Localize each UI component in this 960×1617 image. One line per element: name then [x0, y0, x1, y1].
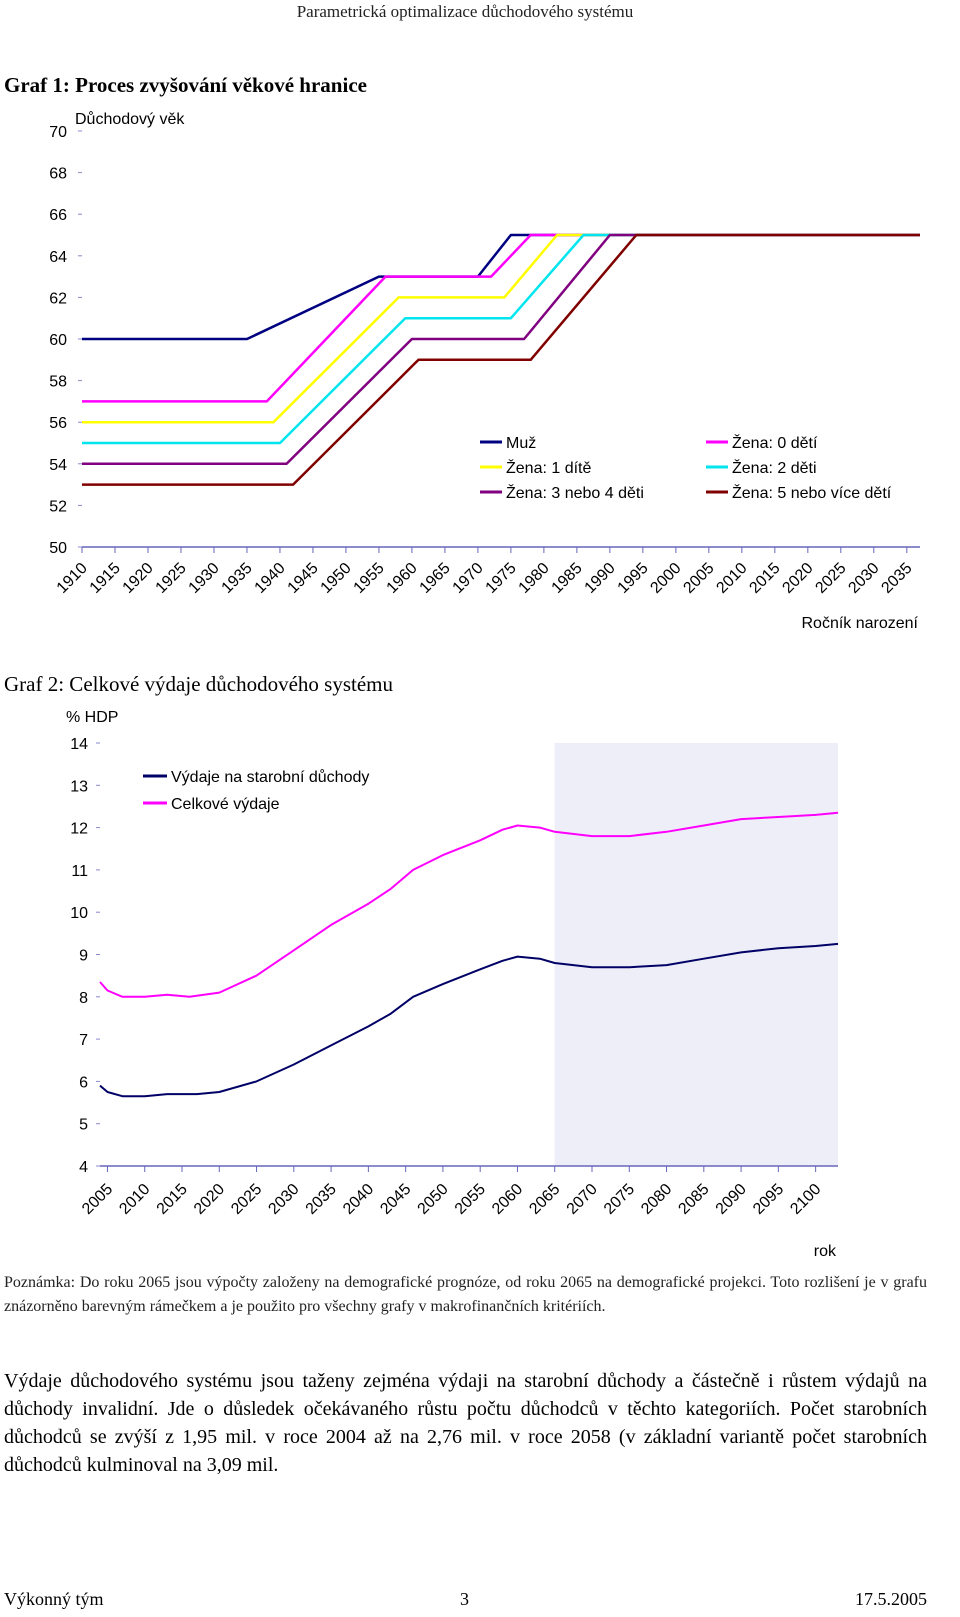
x-tick-label: 2035 [303, 1181, 340, 1218]
y-tick-label: 68 [49, 166, 67, 183]
y-tick-label: 12 [70, 821, 88, 838]
x-tick-label: 2070 [564, 1181, 601, 1218]
footer-team: Výkonný tým [4, 1589, 104, 1609]
x-tick-label: 2045 [377, 1181, 414, 1218]
y-tick-label: 13 [70, 778, 88, 795]
x-tick-label: 2055 [452, 1181, 489, 1218]
y-axis-label: % HDP [66, 709, 118, 726]
x-tick-label: 1945 [285, 560, 322, 597]
x-tick-label: 2025 [228, 1181, 265, 1218]
y-tick-label: 60 [49, 332, 67, 349]
x-tick-label: 2040 [340, 1181, 377, 1218]
legend-label: Žena: 0 dětí [732, 433, 818, 452]
x-tick-label: 2015 [746, 560, 783, 597]
body-paragraph: Výdaje důchodového systému jsou taženy z… [4, 1370, 927, 1476]
x-tick-label: 1985 [549, 560, 586, 597]
x-tick-label: 1940 [252, 560, 289, 597]
y-tick-label: 64 [49, 249, 67, 266]
footer-page-number: 3 [460, 1589, 469, 1609]
x-tick-label: 2035 [878, 560, 915, 597]
x-tick-label: 1955 [351, 560, 388, 597]
figure2-title: Graf 2: Celkové výdaje důchodového systé… [4, 672, 393, 696]
y-tick-label: 9 [79, 948, 88, 965]
x-tick-label: 2060 [489, 1181, 526, 1218]
y-tick-label: 58 [49, 374, 67, 391]
y-tick-label: 5 [79, 1117, 88, 1134]
x-tick-label: 2090 [713, 1181, 750, 1218]
x-tick-label: 1930 [186, 560, 223, 597]
y-tick-label: 11 [71, 863, 88, 880]
x-axis-label: Ročník narození [801, 615, 918, 632]
y-tick-label: 6 [79, 1074, 88, 1091]
y-tick-label: 4 [79, 1159, 88, 1176]
projection-band [554, 743, 838, 1166]
x-axis-label: rok [814, 1243, 837, 1260]
x-tick-label: 2020 [191, 1181, 228, 1218]
x-tick-label: 1965 [417, 560, 454, 597]
legend-label: Celkové výdaje [171, 796, 280, 813]
y-tick-label: 56 [49, 415, 67, 432]
x-tick-label: 1915 [87, 560, 124, 597]
legend-label: Žena: 5 nebo více dětí [732, 483, 892, 502]
x-tick-label: 1935 [219, 560, 256, 597]
legend-label: Muž [506, 435, 536, 452]
figure1-title: Graf 1: Proces zvyšování věkové hranice [4, 73, 367, 97]
y-tick-label: 8 [79, 990, 88, 1007]
y-tick-label: 7 [79, 1032, 88, 1049]
y-axis-label: Důchodový věk [75, 110, 185, 128]
x-tick-label: 2095 [750, 1181, 787, 1218]
legend-label: Žena: 1 dítě [506, 458, 591, 477]
x-tick-label: 2085 [675, 1181, 712, 1218]
x-tick-label: 1990 [582, 560, 619, 597]
x-tick-label: 1975 [483, 560, 520, 597]
retirement-age-chart: 5052545658606264666870191019151920192519… [49, 110, 920, 632]
y-tick-label: 66 [49, 207, 67, 224]
series-line-zena-3-nebo-4-deti [82, 233, 920, 466]
x-tick-label: 2075 [601, 1181, 638, 1218]
x-tick-label: 2005 [680, 560, 717, 597]
x-tick-label: 2000 [647, 560, 684, 597]
legend-label: Výdaje na starobní důchody [171, 768, 369, 786]
y-tick-label: 10 [70, 905, 88, 922]
x-tick-label: 1970 [450, 560, 487, 597]
series-line-celkove-vydaje [99, 811, 839, 998]
x-tick-label: 1925 [153, 560, 190, 597]
x-tick-label: 1910 [54, 560, 91, 597]
pension-expenditure-chart: 4 5 6 7 8 9 10 11 12 13 14 2005 2010 2015 2020 2025 2030… [66, 709, 839, 1260]
x-tick-label: 1960 [384, 560, 421, 597]
x-tick-label: 1980 [516, 560, 553, 597]
series-line-zena-5-nebo-vice-deti [82, 233, 920, 486]
x-tick-label: 2030 [265, 1181, 302, 1218]
x-tick-label: 2010 [713, 560, 750, 597]
x-tick-label: 2080 [638, 1181, 675, 1218]
footer-date: 17.5.2005 [855, 1589, 927, 1609]
x-tick-label: 2065 [526, 1181, 563, 1218]
y-tick-label: 50 [49, 540, 67, 557]
series-line-zena-1-dite [82, 233, 920, 424]
legend-label: Žena: 2 děti [732, 458, 817, 477]
x-tick-label: 2025 [812, 560, 849, 597]
x-tick-label: 2015 [154, 1181, 191, 1218]
x-tick-label: 1950 [318, 560, 355, 597]
x-tick-label: 2005 [79, 1181, 116, 1218]
legend-label: Žena: 3 nebo 4 děti [506, 483, 644, 502]
y-tick-label: 14 [70, 736, 88, 753]
x-tick-label: 2020 [779, 560, 816, 597]
y-tick-label: 62 [49, 290, 67, 307]
y-tick-label: 54 [49, 457, 67, 474]
y-tick-label: 70 [49, 124, 67, 141]
x-tick-label: 2010 [116, 1181, 153, 1218]
series-line-muz [82, 233, 920, 341]
series-line-vydaje-na-starobni-duchody [99, 942, 839, 1098]
x-tick-label: 1920 [120, 560, 157, 597]
x-tick-label: 1995 [615, 560, 652, 597]
figure-note: Poznámka: Do roku 2065 jsou výpočty zalo… [4, 1274, 927, 1315]
x-tick-label: 2050 [415, 1181, 452, 1218]
x-tick-label: 2030 [845, 560, 882, 597]
y-tick-label: 52 [49, 498, 67, 515]
x-tick-label: 2100 [787, 1181, 824, 1218]
page-header: Parametrická optimalizace důchodového sy… [296, 2, 634, 21]
